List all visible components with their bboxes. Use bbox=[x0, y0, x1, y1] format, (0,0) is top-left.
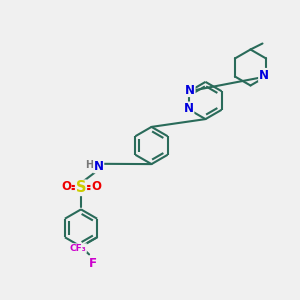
Text: N: N bbox=[185, 83, 195, 97]
Text: N: N bbox=[184, 102, 194, 115]
Text: H: H bbox=[85, 160, 93, 170]
Text: N: N bbox=[94, 160, 104, 173]
Text: O: O bbox=[91, 180, 101, 193]
Text: F: F bbox=[89, 257, 97, 270]
Text: N: N bbox=[259, 68, 269, 82]
Text: O: O bbox=[61, 180, 71, 193]
Text: S: S bbox=[76, 180, 86, 195]
Text: CF₃: CF₃ bbox=[70, 244, 87, 253]
